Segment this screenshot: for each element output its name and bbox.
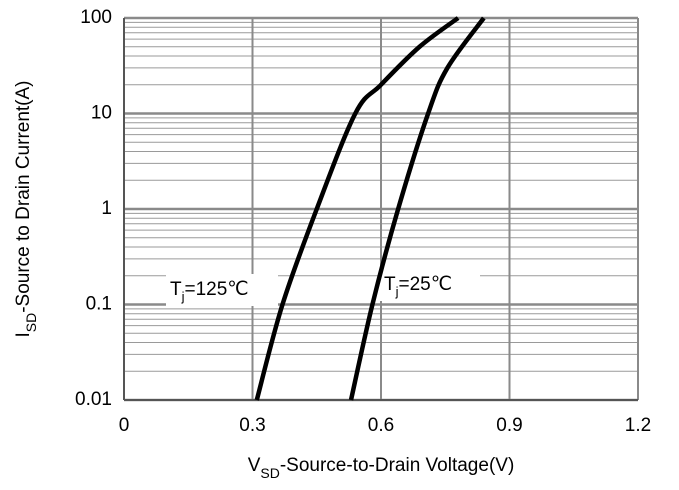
y-axis-label-sub: SD	[23, 313, 39, 332]
y-tick-label: 0.01	[75, 389, 112, 410]
x-tick-label: 1.2	[625, 415, 651, 436]
annotation-main: T	[384, 274, 396, 295]
x-tick-label: 0.3	[239, 415, 265, 436]
curve	[348, 16, 486, 401]
annotation: Tj=25℃	[384, 274, 452, 299]
annotation-sub: j	[181, 289, 185, 304]
x-axis-label-sub: SD	[260, 465, 279, 481]
y-axis-label: ISD-Source to Drain Current(A)	[13, 80, 39, 337]
x-tick-label: 0	[119, 415, 130, 436]
y-tick-label: 100	[80, 7, 112, 28]
x-axis-label: VSD-Source-to-Drain Voltage(V)	[248, 455, 515, 481]
y-tick-label: 1	[101, 198, 112, 219]
x-tick-label: 0.6	[368, 415, 394, 436]
y-tick-label: 0.1	[86, 294, 112, 315]
curve	[254, 16, 460, 401]
x-axis-label-rest: -Source-to-Drain Voltage(V)	[280, 455, 514, 476]
annotation-main: T	[170, 279, 182, 300]
y-axis-label-main: I	[13, 332, 34, 337]
y-tick-label: 10	[91, 103, 112, 124]
x-tick-label: 0.9	[496, 415, 522, 436]
annotation-sub: j	[395, 284, 399, 299]
annotation: Tj=125℃	[170, 279, 249, 304]
x-axis-label-main: V	[248, 455, 261, 476]
y-axis-label-rest: -Source to Drain Current(A)	[13, 80, 34, 312]
annotation-rest: =125℃	[185, 279, 249, 300]
annotation-bg	[380, 269, 480, 301]
annotation-rest: =25℃	[399, 274, 453, 295]
annotation-bg	[166, 274, 278, 306]
